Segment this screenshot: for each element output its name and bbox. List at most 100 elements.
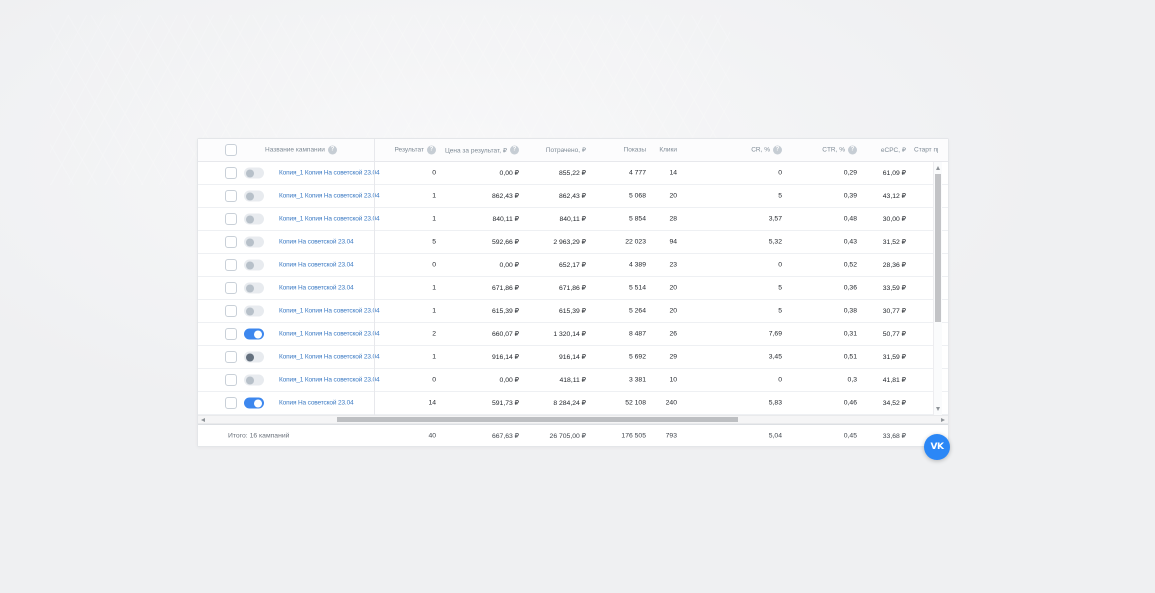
cell-ecpc: 31,52 ₽ xyxy=(882,239,906,246)
cell-spent: 916,14 ₽ xyxy=(558,354,586,361)
totals-price-per-result: 667,63 ₽ xyxy=(491,432,519,440)
campaign-status-toggle[interactable] xyxy=(244,328,264,340)
column-header-name[interactable]: Название кампании? xyxy=(265,145,337,155)
campaign-name-link[interactable]: Копия_1 Копия На советской 23.04 xyxy=(279,307,380,315)
column-header-ctr[interactable]: CTR, %? xyxy=(822,145,857,155)
campaign-name-link[interactable]: Копия На советской 23.04 xyxy=(279,399,354,407)
row-checkbox[interactable] xyxy=(225,259,237,271)
scroll-up-arrow-icon[interactable] xyxy=(936,166,940,170)
cell-ecpc: 41,81 ₽ xyxy=(882,377,906,384)
help-icon[interactable]: ? xyxy=(510,145,519,155)
campaign-name-link[interactable]: Копия_1 Копия На советской 23.04 xyxy=(279,215,380,223)
table-row: Копия На советской 23.04 14 591,73 ₽ 8 284,… xyxy=(198,392,948,415)
row-checkbox[interactable] xyxy=(225,397,237,409)
column-header-start[interactable]: Старт пр xyxy=(914,147,938,154)
campaign-name-link[interactable]: Копия_1 Копия На советской 23.04 xyxy=(279,376,380,384)
row-checkbox[interactable] xyxy=(225,351,237,363)
table-row: Копия_1 Копия На советской 23.04 1 615,39 … xyxy=(198,300,948,323)
row-checkbox[interactable] xyxy=(225,236,237,248)
table-row: Копия_1 Копия На советской 23.04 2 660,07 … xyxy=(198,323,948,346)
help-icon[interactable]: ? xyxy=(427,145,436,155)
cell-shows: 4 777 xyxy=(628,169,646,177)
campaigns-table-panel: Название кампании? Результат? Цена за резу… xyxy=(197,138,949,447)
table-body: Копия_1 Копия На советской 23.04 0 0,00 ₽ 8… xyxy=(198,162,948,415)
campaign-status-toggle[interactable] xyxy=(244,167,264,179)
cell-result: 1 xyxy=(432,353,436,361)
campaign-status-toggle[interactable] xyxy=(244,190,264,202)
cell-ctr: 0,38 xyxy=(843,307,857,315)
row-checkbox[interactable] xyxy=(225,190,237,202)
cell-cr: 3,57 xyxy=(768,215,782,223)
cell-ecpc: 43,12 ₽ xyxy=(882,193,906,200)
campaign-name-link[interactable]: Копия_1 Копия На советской 23.04 xyxy=(279,330,380,338)
cell-ecpc: 30,77 ₽ xyxy=(882,308,906,315)
cell-price: 0,00 ₽ xyxy=(499,170,519,177)
totals-clicks: 793 xyxy=(665,432,677,439)
select-all-checkbox[interactable] xyxy=(225,144,237,156)
column-header-result[interactable]: Результат? xyxy=(394,145,436,155)
cell-spent: 418,11 ₽ xyxy=(559,377,587,384)
vk-floating-button[interactable]: VK xyxy=(924,434,950,460)
toggle-knob xyxy=(246,169,254,177)
campaign-name-link[interactable]: Копия_1 Копия На советской 23.04 xyxy=(279,353,380,361)
cell-cr: 5 xyxy=(778,307,782,315)
cell-price: 591,73 ₽ xyxy=(491,400,519,407)
cell-clicks: 10 xyxy=(669,376,677,384)
campaign-name-link[interactable]: Копия На советской 23.04 xyxy=(279,238,354,246)
cell-ctr: 0,43 xyxy=(843,238,857,246)
cell-shows: 5 692 xyxy=(628,353,646,361)
campaign-status-toggle[interactable] xyxy=(244,374,264,386)
cell-clicks: 29 xyxy=(669,353,677,361)
campaign-name-link[interactable]: Копия_1 Копия На советской 23.04 xyxy=(279,169,380,177)
cell-spent: 615,39 ₽ xyxy=(558,308,586,315)
campaign-status-toggle[interactable] xyxy=(244,351,264,363)
cell-ctr: 0,29 xyxy=(843,169,857,177)
row-checkbox[interactable] xyxy=(225,305,237,317)
campaign-status-toggle[interactable] xyxy=(244,236,264,248)
toggle-knob xyxy=(254,399,262,407)
cell-spent: 671,86 ₽ xyxy=(558,285,586,292)
campaign-status-toggle[interactable] xyxy=(244,397,264,409)
cell-ctr: 0,52 xyxy=(843,261,857,269)
totals-row: Итого: 16 кампаний 40 667,63 ₽ 26 705,00… xyxy=(198,424,948,446)
cell-clicks: 23 xyxy=(669,261,677,269)
horizontal-scrollbar xyxy=(198,415,948,424)
campaign-name-link[interactable]: Копия На советской 23.04 xyxy=(279,261,354,269)
column-header-clicks[interactable]: Клики xyxy=(659,147,677,154)
column-header-label: Название кампании xyxy=(265,146,325,154)
row-checkbox[interactable] xyxy=(225,374,237,386)
cell-shows: 5 068 xyxy=(628,192,646,200)
campaign-status-toggle[interactable] xyxy=(244,259,264,271)
totals-label: Итого: 16 кампаний xyxy=(228,432,290,439)
campaign-status-toggle[interactable] xyxy=(244,282,264,294)
horizontal-scrollbar-thumb[interactable] xyxy=(337,417,738,422)
column-header-cr[interactable]: CR, %? xyxy=(751,145,782,155)
cell-ecpc: 50,77 ₽ xyxy=(882,331,906,338)
cell-cr: 5,32 xyxy=(768,238,782,246)
column-header-shows[interactable]: Показы xyxy=(624,147,646,154)
help-icon[interactable]: ? xyxy=(327,145,337,155)
help-icon[interactable]: ? xyxy=(848,145,857,155)
cell-spent: 862,43 ₽ xyxy=(558,193,586,200)
scroll-left-arrow-icon[interactable] xyxy=(201,418,205,422)
row-checkbox[interactable] xyxy=(225,328,237,340)
vertical-scrollbar-thumb[interactable] xyxy=(935,174,941,322)
campaign-name-link[interactable]: Копия На советской 23.04 xyxy=(279,284,354,292)
table-row: Копия_1 Копия На советской 23.04 1 840,11 … xyxy=(198,208,948,231)
campaign-name-link[interactable]: Копия_1 Копия На советской 23.04 xyxy=(279,192,380,200)
column-header-spent[interactable]: Потрачено, ₽ xyxy=(546,146,586,154)
column-header-label: Показы xyxy=(623,146,646,154)
help-icon[interactable]: ? xyxy=(773,145,782,155)
cell-shows: 52 108 xyxy=(625,399,646,407)
cell-result: 5 xyxy=(432,238,436,246)
row-checkbox[interactable] xyxy=(225,282,237,294)
row-checkbox[interactable] xyxy=(225,167,237,179)
campaign-status-toggle[interactable] xyxy=(244,305,264,317)
column-header-ecpc[interactable]: eCPC, ₽ xyxy=(881,146,906,154)
column-header-price[interactable]: Цена за результат, ₽? xyxy=(445,145,519,155)
row-checkbox[interactable] xyxy=(225,213,237,225)
scroll-down-arrow-icon[interactable] xyxy=(936,407,940,411)
campaign-status-toggle[interactable] xyxy=(244,213,264,225)
scroll-right-arrow-icon[interactable] xyxy=(941,418,945,422)
